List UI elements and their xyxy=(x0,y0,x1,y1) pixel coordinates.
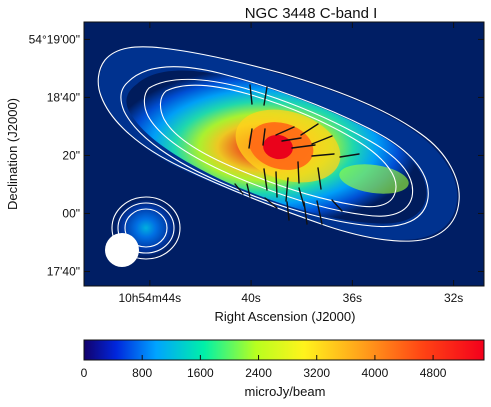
x-tick-label: 10h54m44s xyxy=(118,291,181,305)
contour-outer xyxy=(97,46,460,242)
y-tick-label: 20" xyxy=(62,148,80,162)
vector-5 xyxy=(275,126,295,136)
vector-10 xyxy=(300,123,319,136)
contour-second xyxy=(120,66,429,228)
vector-3 xyxy=(248,128,253,149)
vector-24 xyxy=(331,199,343,212)
x-axis-label: Right Ascension (J2000) xyxy=(215,309,356,324)
vector-21 xyxy=(298,187,305,207)
y-tick-label: 00" xyxy=(62,206,80,220)
vector-9 xyxy=(339,153,360,158)
vector-12 xyxy=(234,183,244,195)
vector-1 xyxy=(249,84,253,105)
vector-7 xyxy=(291,144,316,149)
vector-11 xyxy=(311,135,333,145)
vector-2 xyxy=(263,86,268,106)
vector-4 xyxy=(262,128,266,146)
y-axis-label: Declination (J2000) xyxy=(5,98,20,210)
vector-17 xyxy=(297,161,300,184)
contour-compact-outer xyxy=(111,196,181,260)
x-axis: 10h54m44s 40s 36s 32s xyxy=(118,22,463,305)
contour-inner xyxy=(159,84,397,208)
vector-6 xyxy=(281,137,302,142)
vector-15 xyxy=(275,171,278,198)
vector-18 xyxy=(317,167,322,190)
vector-19 xyxy=(264,197,278,209)
colorbar xyxy=(83,339,485,361)
colorbar-label: microJy/beam xyxy=(245,384,326,399)
polarization-vectors xyxy=(234,84,360,225)
contour-third xyxy=(143,78,414,217)
colorbar-tick-label: 0 xyxy=(81,366,88,380)
contour-compact-inner xyxy=(124,208,168,248)
colorbar-tick-label: 4000 xyxy=(362,366,389,380)
vector-22 xyxy=(303,201,308,225)
x-tick-label: 40s xyxy=(241,291,260,305)
colorbar-tick-label: 800 xyxy=(132,366,152,380)
contour-lines xyxy=(97,46,460,260)
map-frame xyxy=(83,21,485,287)
colorbar-tick-label: 3200 xyxy=(303,366,330,380)
vector-13 xyxy=(246,183,251,198)
colorbar-tick-label: 4800 xyxy=(420,366,447,380)
y-axis: 54°19'00" 18'40" 20" 00" 17'40" xyxy=(29,32,484,278)
colorbar-tick-label: 1600 xyxy=(187,366,214,380)
vector-16 xyxy=(285,177,289,202)
colorbar-ticks: 0 800 1600 2400 3200 4000 4800 xyxy=(81,355,447,380)
x-tick-label: 36s xyxy=(343,291,362,305)
y-tick-label: 17'40" xyxy=(47,264,80,278)
chart-title: NGC 3448 C-band I xyxy=(245,5,378,22)
beam-ellipse xyxy=(105,233,139,267)
map-layer xyxy=(84,22,484,286)
vector-14 xyxy=(263,168,268,191)
y-tick-label: 54°19'00" xyxy=(29,32,80,46)
vector-20 xyxy=(286,201,290,221)
x-tick-label: 32s xyxy=(444,291,463,305)
vector-23 xyxy=(316,200,323,225)
colorbar-tick-label: 2400 xyxy=(245,366,272,380)
y-tick-label: 18'40" xyxy=(47,90,80,104)
contour-compact-mid xyxy=(117,202,175,254)
vector-8 xyxy=(311,153,335,157)
